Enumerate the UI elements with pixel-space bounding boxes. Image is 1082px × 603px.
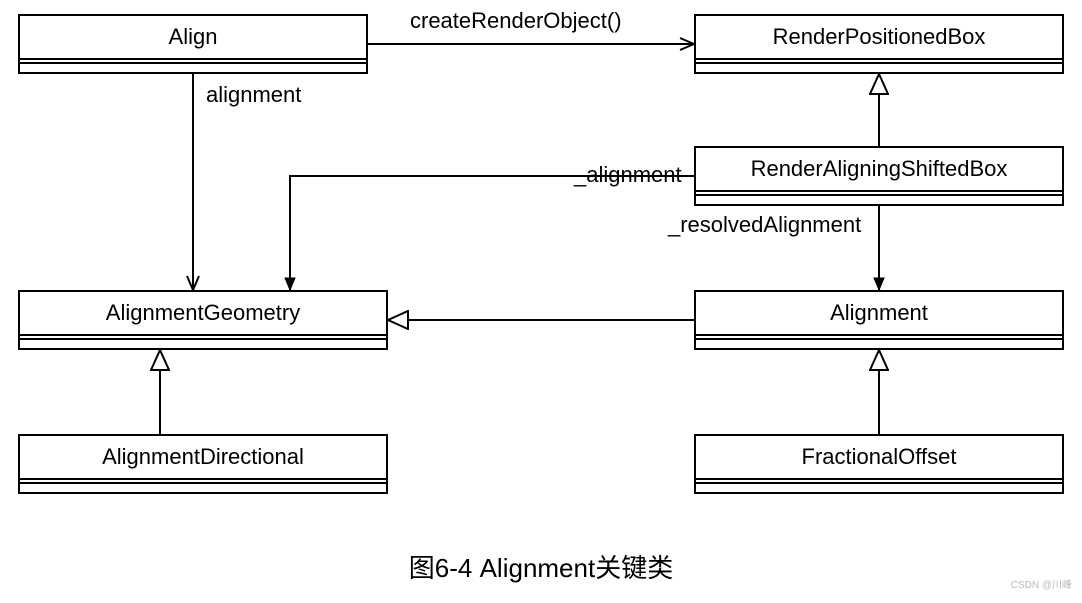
label-create-render-object: createRenderObject() bbox=[410, 8, 622, 34]
node-render-aligning-shifted-box: RenderAligningShiftedBox bbox=[694, 146, 1064, 206]
node-rpb-title: RenderPositionedBox bbox=[696, 16, 1062, 60]
watermark: CSDN @川峰 bbox=[1011, 576, 1072, 591]
node-ag-title: AlignmentGeometry bbox=[20, 292, 386, 336]
node-alignment-title: Alignment bbox=[696, 292, 1062, 336]
node-body bbox=[696, 64, 1062, 72]
node-fo-title: FractionalOffset bbox=[696, 436, 1062, 480]
node-render-positioned-box: RenderPositionedBox bbox=[694, 14, 1064, 74]
node-body bbox=[20, 64, 366, 72]
node-rasb-title: RenderAligningShiftedBox bbox=[696, 148, 1062, 192]
node-align-title: Align bbox=[20, 16, 366, 60]
node-ad-title: AlignmentDirectional bbox=[20, 436, 386, 480]
node-alignment: Alignment bbox=[694, 290, 1064, 350]
node-alignment-geometry: AlignmentGeometry bbox=[18, 290, 388, 350]
node-body bbox=[20, 340, 386, 348]
label-alignment-prop: alignment bbox=[206, 82, 301, 108]
node-alignment-directional: AlignmentDirectional bbox=[18, 434, 388, 494]
node-fractional-offset: FractionalOffset bbox=[694, 434, 1064, 494]
diagram-caption: 图6-4 Alignment关键类 bbox=[0, 548, 1082, 585]
node-body bbox=[696, 196, 1062, 204]
edge-alignment-field bbox=[290, 176, 694, 290]
label-resolved-alignment: _resolvedAlignment bbox=[668, 212, 861, 238]
node-body bbox=[696, 340, 1062, 348]
node-body bbox=[696, 484, 1062, 492]
node-align: Align bbox=[18, 14, 368, 74]
node-body bbox=[20, 484, 386, 492]
label-alignment-field: _alignment bbox=[574, 162, 682, 188]
